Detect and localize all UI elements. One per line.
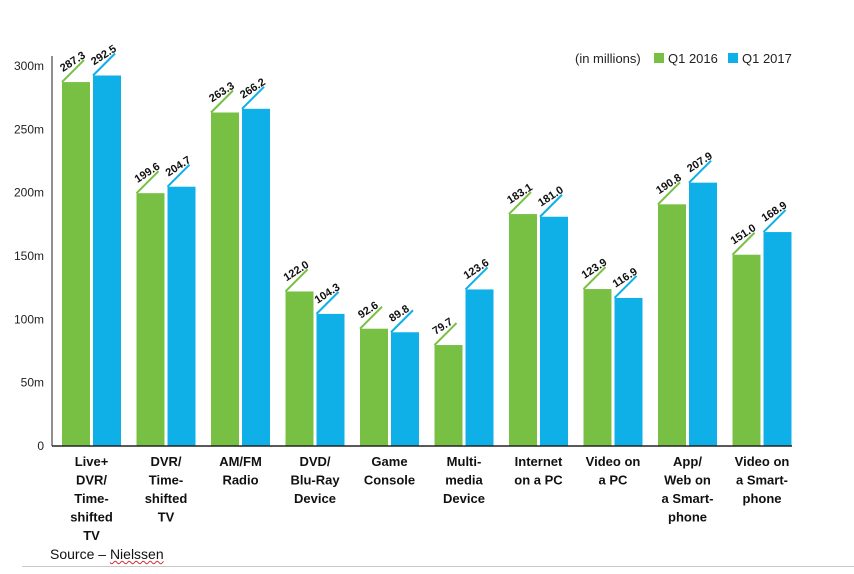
source-note: Source – Nielssen xyxy=(50,546,164,562)
data-label-leader xyxy=(464,266,489,291)
bar-q1-2017 xyxy=(391,332,419,446)
x-category-label: Game Console xyxy=(364,454,415,488)
data-label-leader xyxy=(582,266,607,290)
bar-q1-2017 xyxy=(465,289,494,446)
data-label-leader xyxy=(210,89,234,114)
x-category-label: AM/FM Radio xyxy=(219,454,262,488)
data-label-leader xyxy=(657,181,681,206)
bar-q1-2016 xyxy=(136,193,165,446)
bar-q1-2016 xyxy=(434,345,463,446)
bottom-divider xyxy=(22,566,854,567)
bar-q1-2017 xyxy=(614,297,643,446)
data-label-leader xyxy=(284,268,309,293)
y-tick-label: 300m xyxy=(14,59,44,73)
data-label-leader xyxy=(166,164,191,188)
bar-q1-2016 xyxy=(62,82,90,446)
x-category-label: DVD/Blu-Ray Device xyxy=(290,454,340,506)
bar-q1-2017 xyxy=(540,216,568,446)
bar-q1-2016 xyxy=(211,112,239,446)
bar-q1-2017 xyxy=(689,182,717,446)
legend-swatch xyxy=(728,53,738,63)
bar-q1-2016 xyxy=(732,254,761,446)
data-label-leader xyxy=(688,159,712,184)
data-label: 89.8 xyxy=(387,303,412,325)
bar-q1-2016 xyxy=(658,204,686,446)
x-category-label: Live+ DVR/Time-shifted TV xyxy=(70,454,113,543)
bar-q1-2016 xyxy=(509,214,537,446)
data-label-leader xyxy=(390,309,414,333)
legend-label: Q1 2017 xyxy=(742,51,792,66)
bar-q1-2016 xyxy=(285,291,314,446)
data-label-leader xyxy=(359,305,383,330)
data-label-leader xyxy=(539,194,563,218)
y-tick-label: 100m xyxy=(14,312,44,326)
data-label-leader xyxy=(92,52,116,77)
data-label-leader xyxy=(762,209,787,233)
x-category-label: Video on a PC xyxy=(586,454,641,488)
y-tick-label: 50m xyxy=(21,376,44,390)
legend-label: Q1 2016 xyxy=(668,51,718,66)
legend-unit-note: (in millions) xyxy=(575,51,641,66)
x-category-label: DVR/Time-shifted TV xyxy=(145,454,188,525)
bar-q1-2017 xyxy=(763,232,792,446)
data-label: 79.7 xyxy=(431,316,456,338)
y-tick-label: 0 xyxy=(37,439,44,453)
y-tick-label: 250m xyxy=(14,122,44,136)
bar-q1-2017 xyxy=(167,186,196,447)
data-label-leader xyxy=(508,191,532,215)
legend-swatch xyxy=(654,53,664,63)
x-category-label: Multi-media Device xyxy=(443,454,485,506)
bar-q1-2016 xyxy=(360,328,388,446)
bar-q1-2017 xyxy=(242,108,270,447)
x-category-label: Internet on a PC xyxy=(514,454,563,488)
data-label-leader xyxy=(135,170,160,194)
source-name: Nielssen xyxy=(109,546,164,562)
data-label-leader xyxy=(433,322,458,346)
bar-q1-2016 xyxy=(583,289,612,446)
data-label-leader xyxy=(61,59,85,83)
bar-q1-2017 xyxy=(93,75,121,446)
y-tick-label: 150m xyxy=(14,249,44,263)
data-label-leader xyxy=(613,275,638,299)
y-tick-label: 200m xyxy=(14,186,44,200)
data-label-leader xyxy=(241,86,265,110)
data-label-leader xyxy=(731,232,756,256)
data-label-leader xyxy=(315,291,340,315)
data-label: 92.6 xyxy=(356,299,381,321)
x-category-label: Video on a Smart-phone xyxy=(735,454,790,506)
x-category-label: App/Web on a Smart-phone xyxy=(661,454,713,525)
source-prefix: Source – xyxy=(50,546,110,562)
bar-q1-2017 xyxy=(316,313,345,446)
